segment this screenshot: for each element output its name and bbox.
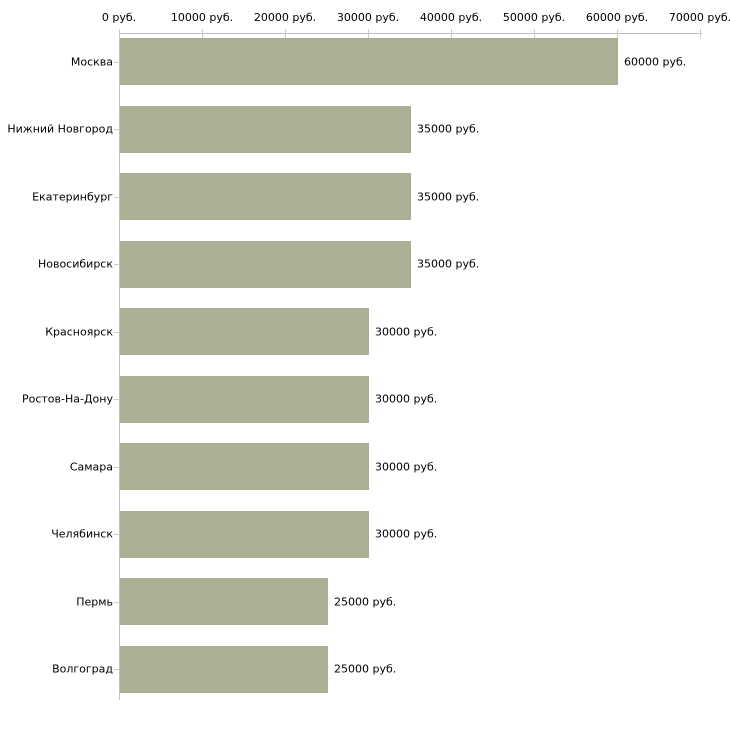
bar [120, 510, 369, 558]
category-label: Нижний Новгород [7, 122, 113, 136]
x-axis-tick-label: 60000 руб. [585, 11, 649, 24]
category-label: Красноярск [45, 325, 113, 338]
category-label: Волгоград [52, 662, 113, 676]
category-label: Пермь [76, 595, 113, 608]
bar [120, 375, 369, 423]
x-axis-tick-label: 50000 руб. [502, 11, 566, 24]
value-label: 30000 руб. [375, 325, 438, 338]
value-label: 35000 руб. [417, 122, 480, 136]
bar [120, 443, 369, 490]
x-axis-tick-mark [368, 29, 369, 38]
y-axis-tick-mark [114, 466, 119, 468]
x-axis-tick-label: 20000 руб. [253, 11, 317, 24]
category-label: Самара [69, 460, 113, 473]
x-axis-tick-mark [451, 29, 452, 38]
value-label: 25000 руб. [334, 595, 397, 608]
y-axis-tick-mark [114, 129, 119, 130]
bar [120, 173, 411, 220]
x-axis-tick-mark [700, 29, 701, 38]
bar [120, 578, 328, 625]
bar [120, 240, 411, 288]
y-axis-tick-mark [114, 264, 119, 265]
value-label: 35000 руб. [417, 257, 480, 271]
y-axis-tick-mark [114, 669, 119, 670]
x-axis-tick-mark [119, 29, 120, 38]
x-axis-tick-label: 10000 руб. [170, 11, 234, 24]
x-axis-tick-mark [617, 29, 618, 38]
value-label: 30000 руб. [375, 460, 438, 473]
y-axis-tick-mark [114, 534, 119, 535]
category-label: Челябинск [51, 527, 113, 541]
bar [120, 38, 618, 85]
x-axis-tick-label: 40000 руб. [419, 11, 483, 24]
y-axis-tick-mark [114, 399, 119, 400]
value-label: 35000 руб. [417, 190, 480, 203]
x-axis-tick-mark [285, 29, 286, 38]
bar [120, 645, 328, 693]
value-label: 60000 руб. [624, 55, 687, 68]
category-label: Москва [70, 55, 113, 68]
category-label: Ростов-На-Дону [21, 392, 113, 406]
x-axis-tick-label: 30000 руб. [336, 11, 400, 24]
y-axis-tick-mark [114, 331, 119, 333]
bar [120, 308, 369, 355]
y-axis-tick-mark [114, 601, 119, 603]
category-label: Новосибирск [37, 257, 113, 271]
y-axis-tick-mark [114, 196, 119, 198]
x-axis-tick-mark [202, 29, 203, 38]
category-label: Екатеринбург [32, 190, 113, 203]
value-label: 30000 руб. [375, 527, 438, 541]
y-axis-tick-mark [114, 61, 119, 63]
bar [120, 105, 411, 153]
x-axis-tick-label: 70000 руб. [668, 11, 730, 24]
x-axis-tick-mark [534, 29, 535, 38]
x-axis-line [119, 33, 702, 34]
x-axis-tick-label: 0 руб. [101, 11, 137, 24]
value-label: 25000 руб. [334, 662, 397, 676]
value-label: 30000 руб. [375, 392, 438, 406]
y-axis-line [119, 33, 120, 700]
